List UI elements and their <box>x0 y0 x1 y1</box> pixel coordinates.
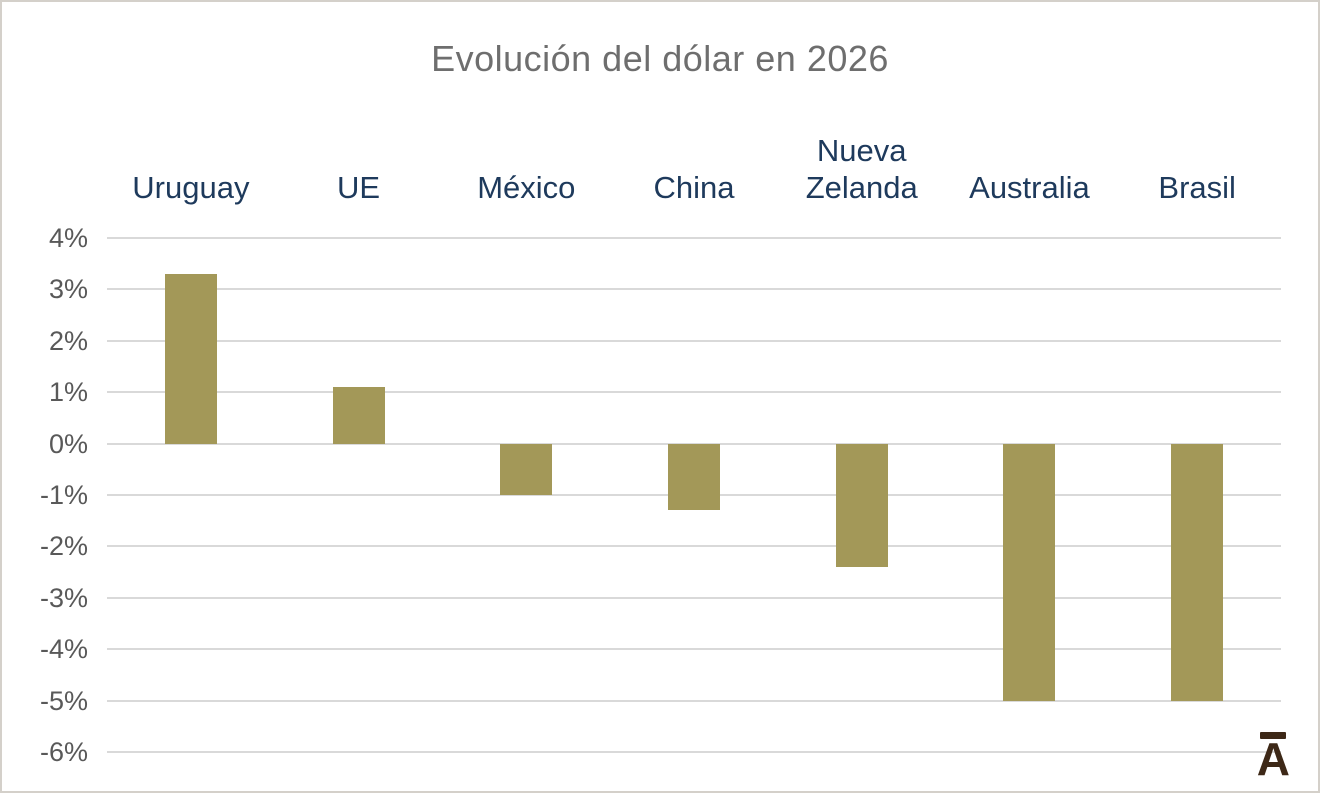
category-axis-labels: Uruguay UE México China Nueva Zelanda Austral… <box>107 102 1281 206</box>
y-tick-label: -2% <box>39 531 88 562</box>
category-label-méxico: México <box>477 170 576 205</box>
ambito-brand-logo: A <box>1256 732 1290 785</box>
bar-china <box>668 443 720 511</box>
category-label-china: China <box>653 170 735 205</box>
gridline--4% <box>107 648 1281 651</box>
category-label-ue: UE <box>337 170 381 205</box>
bar-australia <box>1003 443 1056 701</box>
y-tick-label: -1% <box>39 480 88 510</box>
y-tick-label: -3% <box>39 582 88 613</box>
y-tick-label: -4% <box>39 634 88 665</box>
gridline-4% <box>107 237 1281 239</box>
category-label-brasil: Brasil <box>1158 170 1236 205</box>
y-tick-label: -6% <box>39 737 88 767</box>
gridline--5% <box>107 699 1281 702</box>
y-tick-label: -5% <box>39 685 88 716</box>
bar-ue <box>332 387 385 444</box>
bar-uruguay <box>164 273 217 444</box>
bar-brasil <box>1171 443 1224 701</box>
chart-title: Evolución del dólar en 2026 <box>431 38 889 79</box>
category-label-nueva-zelanda: Nueva Zelanda <box>805 133 918 205</box>
y-tick-label: 2% <box>48 325 88 356</box>
plot-area <box>107 237 1281 753</box>
gridline-2% <box>107 339 1281 342</box>
bar-méxico <box>500 443 553 495</box>
logo-letter: A <box>1256 733 1290 785</box>
category-label-australia: Australia <box>969 170 1090 205</box>
bar-nueva-zelanda <box>835 443 888 567</box>
gridline--3% <box>107 596 1281 599</box>
gridline--2% <box>107 545 1281 548</box>
y-tick-label: 1% <box>48 377 88 408</box>
y-tick-label: 3% <box>48 274 88 305</box>
gridline-1% <box>107 391 1281 394</box>
gridline-3% <box>107 288 1281 291</box>
y-tick-label: 4% <box>48 223 88 253</box>
logo-macron-bar <box>1260 732 1287 739</box>
gridline--6% <box>107 751 1281 753</box>
y-tick-label: 0% <box>48 428 88 459</box>
category-label-uruguay: Uruguay <box>132 170 250 205</box>
